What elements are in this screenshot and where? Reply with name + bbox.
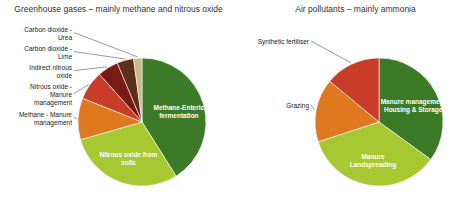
svg-text:Indirect nitrousoxide: Indirect nitrousoxide xyxy=(29,63,72,78)
svg-text:Nitrous oxide fromsoils: Nitrous oxide fromsoils xyxy=(99,150,157,165)
html-text:Greenhouse gases – mainly meth: Greenhouse gases – mainly methane and ni… xyxy=(14,4,223,14)
svg-text:Nitrous oxide -Manuremanagemen: Nitrous oxide -Manuremanagement xyxy=(30,82,72,106)
svg-text:Methane - Manuremanagement: Methane - Manuremanagement xyxy=(19,110,72,126)
svg-text:Carbon dioxide -Lime: Carbon dioxide -Lime xyxy=(24,44,72,59)
svg-text:Synthetic fertiliser: Synthetic fertiliser xyxy=(258,37,310,45)
svg-text:Methane-Entericfermentation: Methane-Entericfermentation xyxy=(154,104,205,119)
html-text:Air pollutants – mainly ammoni: Air pollutants – mainly ammonia xyxy=(295,4,416,14)
svg-text:Manure managementHousing & Sto: Manure managementHousing & Storage xyxy=(381,97,447,113)
svg-text:Carbon dioxide -Urea: Carbon dioxide -Urea xyxy=(24,25,72,40)
svg-text:Grazing: Grazing xyxy=(286,102,309,110)
svg-text:ManureLandspreading: ManureLandspreading xyxy=(350,152,397,168)
